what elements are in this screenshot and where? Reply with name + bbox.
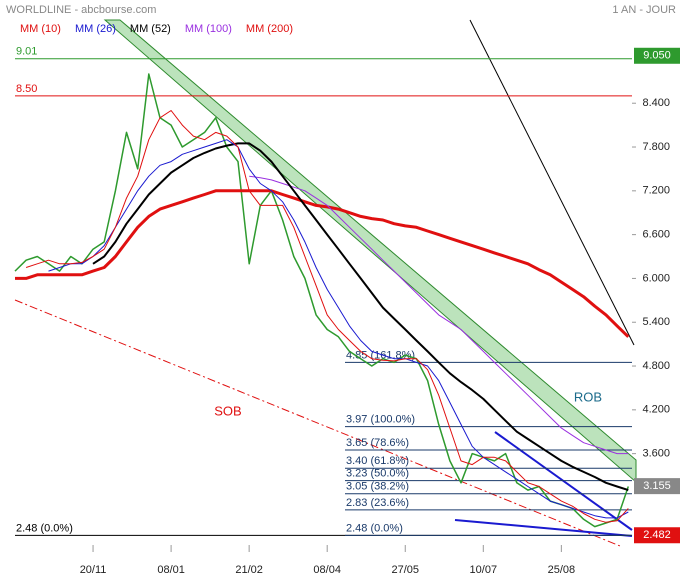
moving-average xyxy=(249,175,629,455)
level-label: 2.83 (23.6%) xyxy=(346,497,409,509)
support-line xyxy=(454,519,633,537)
price-badge xyxy=(634,527,680,544)
x-tick-label: 25/08 xyxy=(548,564,576,576)
chart-title: WORLDLINE - abcbourse.com xyxy=(6,4,156,16)
legend-entry: MM (200) xyxy=(246,23,293,35)
level-label: 9.01 xyxy=(16,46,37,58)
legend-entry: MM (26) xyxy=(75,23,116,35)
level-label: 3.40 (61.8%) xyxy=(346,455,409,467)
y-tick-label: 7.200 xyxy=(642,185,670,197)
y-tick-label: 7.800 xyxy=(642,141,670,153)
legend-entry: MM (52) xyxy=(130,23,171,35)
x-tick-label: 08/04 xyxy=(313,564,341,576)
moving-average xyxy=(15,189,630,338)
price-line xyxy=(14,73,630,528)
period: 1 AN - JOUR xyxy=(612,4,676,16)
level-label: 2.48 (0.0%) xyxy=(16,522,73,534)
price-badge xyxy=(634,478,680,495)
y-tick-label: 4.200 xyxy=(642,404,670,416)
level-label: 2.48 (0.0%) xyxy=(346,522,403,534)
price-badge xyxy=(634,47,680,64)
legend-entry: MM (100) xyxy=(185,23,232,35)
level-label: 3.05 (38.2%) xyxy=(346,481,409,493)
legend-entry: MM (10) xyxy=(20,23,61,35)
badge-label: 3.155 xyxy=(643,480,671,492)
badge-label: 9.050 xyxy=(643,50,671,62)
y-tick-label: 6.600 xyxy=(642,229,670,241)
x-tick-label: 21/02 xyxy=(235,564,263,576)
x-tick-label: 27/05 xyxy=(391,564,419,576)
y-tick-label: 5.400 xyxy=(642,316,670,328)
x-tick-label: 20/11 xyxy=(80,564,107,576)
level-label: 3.65 (78.6%) xyxy=(346,437,409,449)
level-label: 3.97 (100.0%) xyxy=(346,414,415,426)
y-tick-label: 4.800 xyxy=(642,360,670,372)
x-tick-label: 10/07 xyxy=(470,564,498,576)
y-tick-label: 6.000 xyxy=(642,272,670,284)
annotation: SOB xyxy=(214,403,241,418)
moving-average xyxy=(25,110,629,523)
annotation: ROB xyxy=(574,389,602,404)
x-tick-label: 08/01 xyxy=(157,564,185,576)
y-tick-label: 3.600 xyxy=(642,448,670,460)
moving-average xyxy=(48,139,629,519)
y-tick-label: 8.400 xyxy=(642,97,670,109)
trend-line xyxy=(469,19,635,346)
level-label: 3.23 (50.0%) xyxy=(346,468,409,480)
level-label: 8.50 xyxy=(16,83,37,95)
sob-line xyxy=(14,299,621,547)
moving-average xyxy=(92,142,629,492)
badge-label: 2.482 xyxy=(643,529,671,541)
